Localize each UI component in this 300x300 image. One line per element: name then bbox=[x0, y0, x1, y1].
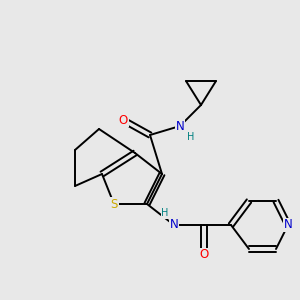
Text: N: N bbox=[284, 218, 292, 232]
Text: H: H bbox=[187, 131, 194, 142]
Text: O: O bbox=[200, 248, 208, 262]
Text: S: S bbox=[110, 197, 118, 211]
Text: O: O bbox=[118, 113, 127, 127]
Text: N: N bbox=[176, 119, 184, 133]
Text: H: H bbox=[161, 208, 169, 218]
Text: N: N bbox=[169, 218, 178, 232]
